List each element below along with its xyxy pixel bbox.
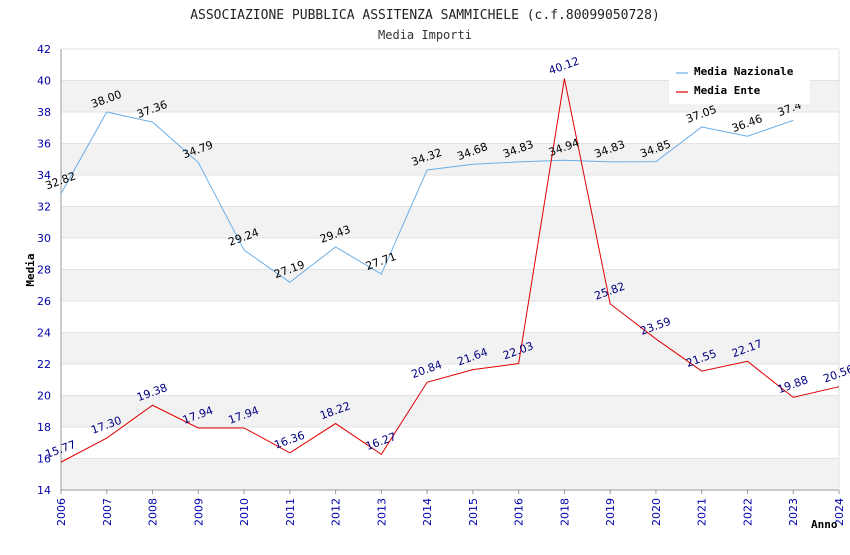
y-tick-label: 30 — [37, 232, 51, 245]
x-tick-label: 2023 — [787, 498, 800, 526]
x-tick-label: 2006 — [55, 498, 68, 526]
data-label: 40.12 — [547, 54, 581, 77]
axes — [60, 49, 840, 491]
y-tick-label: 20 — [37, 390, 51, 403]
y-tick-label: 34 — [37, 169, 51, 182]
y-tick-label: 14 — [37, 484, 51, 497]
gridlines — [61, 48, 839, 491]
series-line-media-nazionale — [60, 111, 794, 283]
x-tick-label: 2015 — [467, 498, 480, 526]
legend-label-ente: Media Ente — [694, 84, 761, 97]
x-tick-label: 2008 — [147, 498, 160, 526]
x-tick-label: 2010 — [238, 498, 251, 526]
data-label: 36.46 — [730, 112, 764, 135]
y-tick-label: 42 — [37, 43, 51, 56]
x-tick-label: 2022 — [741, 498, 754, 526]
band — [61, 143, 839, 175]
y-tick-labels: 14 16 18 20 22 24 26 28 30 32 34 36 38 40 42 — [37, 43, 51, 497]
x-axis-label: Anno — [811, 518, 838, 531]
y-tick-label: 36 — [37, 138, 51, 151]
data-label: 16.36 — [272, 429, 306, 452]
x-tick-label: 2021 — [696, 498, 709, 526]
x-tick-label: 2020 — [650, 498, 663, 526]
series-line-media-ente — [60, 78, 840, 463]
chart-title: ASSOCIAZIONE PUBBLICA ASSITENZA SAMMICHE… — [190, 8, 660, 23]
y-axis-label: Media — [24, 253, 37, 286]
y-tick-label: 18 — [37, 421, 51, 434]
y-tick-label: 22 — [37, 358, 51, 371]
band — [61, 269, 839, 301]
x-tick-label: 2012 — [330, 498, 343, 526]
y-tick-label: 26 — [37, 295, 51, 308]
y-tick-label: 32 — [37, 201, 51, 214]
legend: Media Nazionale Media Ente — [669, 60, 810, 104]
x-tick-labels: 2006 2007 2008 2009 2010 2011 2012 2013 2014 2015… — [55, 490, 846, 526]
x-tick-label: 2024 — [833, 498, 846, 526]
data-label: 16.27 — [364, 430, 398, 453]
data-label: 19.88 — [776, 373, 810, 396]
series-lines — [60, 78, 840, 463]
y-tick-label: 40 — [37, 75, 51, 88]
legend-box — [669, 60, 810, 104]
x-tick-label: 2013 — [375, 498, 388, 526]
x-tick-label: 2007 — [101, 498, 114, 526]
x-tick-label: 2018 — [558, 498, 571, 526]
x-tick-label: 2009 — [192, 498, 205, 526]
data-label: 20.56 — [822, 363, 850, 386]
band — [61, 458, 839, 490]
band — [61, 332, 839, 364]
y-tick-label: 24 — [37, 327, 51, 340]
legend-label-naz: Media Nazionale — [694, 65, 794, 78]
background-bands — [61, 80, 839, 490]
x-tick-label: 2016 — [513, 498, 526, 526]
x-tick-label: 2019 — [604, 498, 617, 526]
y-tick-label: 16 — [37, 453, 51, 466]
chart-subtitle: Media Importi — [378, 28, 472, 42]
band — [61, 395, 839, 427]
band — [61, 206, 839, 238]
y-tick-label: 28 — [37, 264, 51, 277]
x-tick-label: 2014 — [421, 498, 434, 526]
x-tick-label: 2011 — [284, 498, 297, 526]
y-tick-label: 38 — [37, 106, 51, 119]
